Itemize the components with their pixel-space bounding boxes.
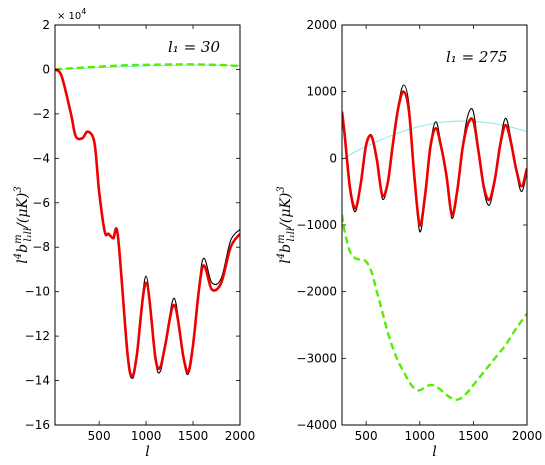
- x-tick-label: 500: [88, 429, 111, 443]
- x-tick-label: 1000: [131, 429, 162, 443]
- y-tick-label: 0: [42, 62, 50, 76]
- plot-frame: [54, 24, 241, 426]
- x-axis-label: l: [145, 444, 149, 460]
- x-tick-label: 1000: [404, 429, 435, 443]
- ylabel-l: l: [15, 259, 31, 263]
- y-tick-label: −2: [32, 107, 50, 121]
- y-tick-label: −10: [25, 285, 50, 299]
- ylabel-rest: /(μK): [15, 193, 31, 230]
- panel-annotation: l₁ = 275: [446, 48, 508, 66]
- ylabel-b-sub: l₁ll: [23, 228, 34, 242]
- y-tick-label: −1000: [296, 218, 337, 232]
- y-tick-label: −6: [32, 196, 50, 210]
- y-axis-label: l4bml₁ll/(μK)3: [13, 186, 34, 264]
- x-tick-label: 1500: [458, 429, 489, 443]
- ylabel-l-exp: 4: [13, 253, 24, 260]
- y-tick-label: 2: [42, 18, 50, 32]
- y-tick-label: −2000: [296, 285, 337, 299]
- x-tick-label: 2000: [225, 429, 256, 443]
- y-tick-label: −12: [25, 329, 50, 343]
- ylabel-b-sup: m: [276, 234, 287, 243]
- x-tick-label: 1500: [178, 429, 209, 443]
- series-thick-red-line: [342, 90, 527, 227]
- y-axis-label: l4bml₁ll/(μK)3: [276, 186, 297, 264]
- panel-left: 500 1000 1500 2000 −16 −14 −12 −10 −8 −6 −4 −2 0 2 × 1…: [13, 7, 255, 460]
- series-dashed-green-line: [55, 63, 240, 71]
- ylabel-rest: /(μK): [278, 193, 294, 230]
- y-tick-label: 0: [329, 151, 337, 165]
- ylabel-b-sup: m: [13, 234, 24, 243]
- y-tick-label: −16: [25, 418, 50, 432]
- y-tick-label: 2000: [306, 18, 337, 32]
- series-thin-black-line: [55, 68, 240, 379]
- y-tick-label: −4000: [296, 418, 337, 432]
- series-thick-red-line: [55, 68, 240, 378]
- ylabel-b: b: [15, 244, 31, 253]
- ylabel-rest-exp: 3: [276, 186, 287, 192]
- ylabel-l: l: [278, 259, 294, 263]
- series-dashed-green-line: [342, 214, 527, 401]
- x-tick-label: 500: [355, 429, 378, 443]
- ylabel-b-sub: l₁ll: [286, 228, 297, 242]
- x-axis-label: l: [432, 444, 436, 460]
- y-tick-label: −8: [32, 240, 50, 254]
- ylabel-l-exp: 4: [276, 253, 287, 260]
- y-multiplier: × 104: [57, 7, 86, 22]
- y-multiplier-base: × 10: [57, 11, 81, 22]
- y-multiplier-exp: 4: [81, 7, 86, 16]
- ylabel-b: b: [278, 244, 294, 253]
- y-tick-label: 1000: [306, 85, 337, 99]
- y-tick-label: −4: [32, 151, 50, 165]
- plot-frame: [341, 24, 528, 426]
- ylabel-rest-exp: 3: [13, 186, 24, 192]
- y-tick-label: −14: [25, 374, 50, 388]
- y-tick-label: −3000: [296, 351, 337, 365]
- panel-right: 500 1000 1500 2000 −4000 −3000 −2000 −1000 0 1000…: [276, 18, 542, 460]
- x-tick-label: 2000: [512, 429, 543, 443]
- panel-annotation: l₁ = 30: [168, 38, 220, 56]
